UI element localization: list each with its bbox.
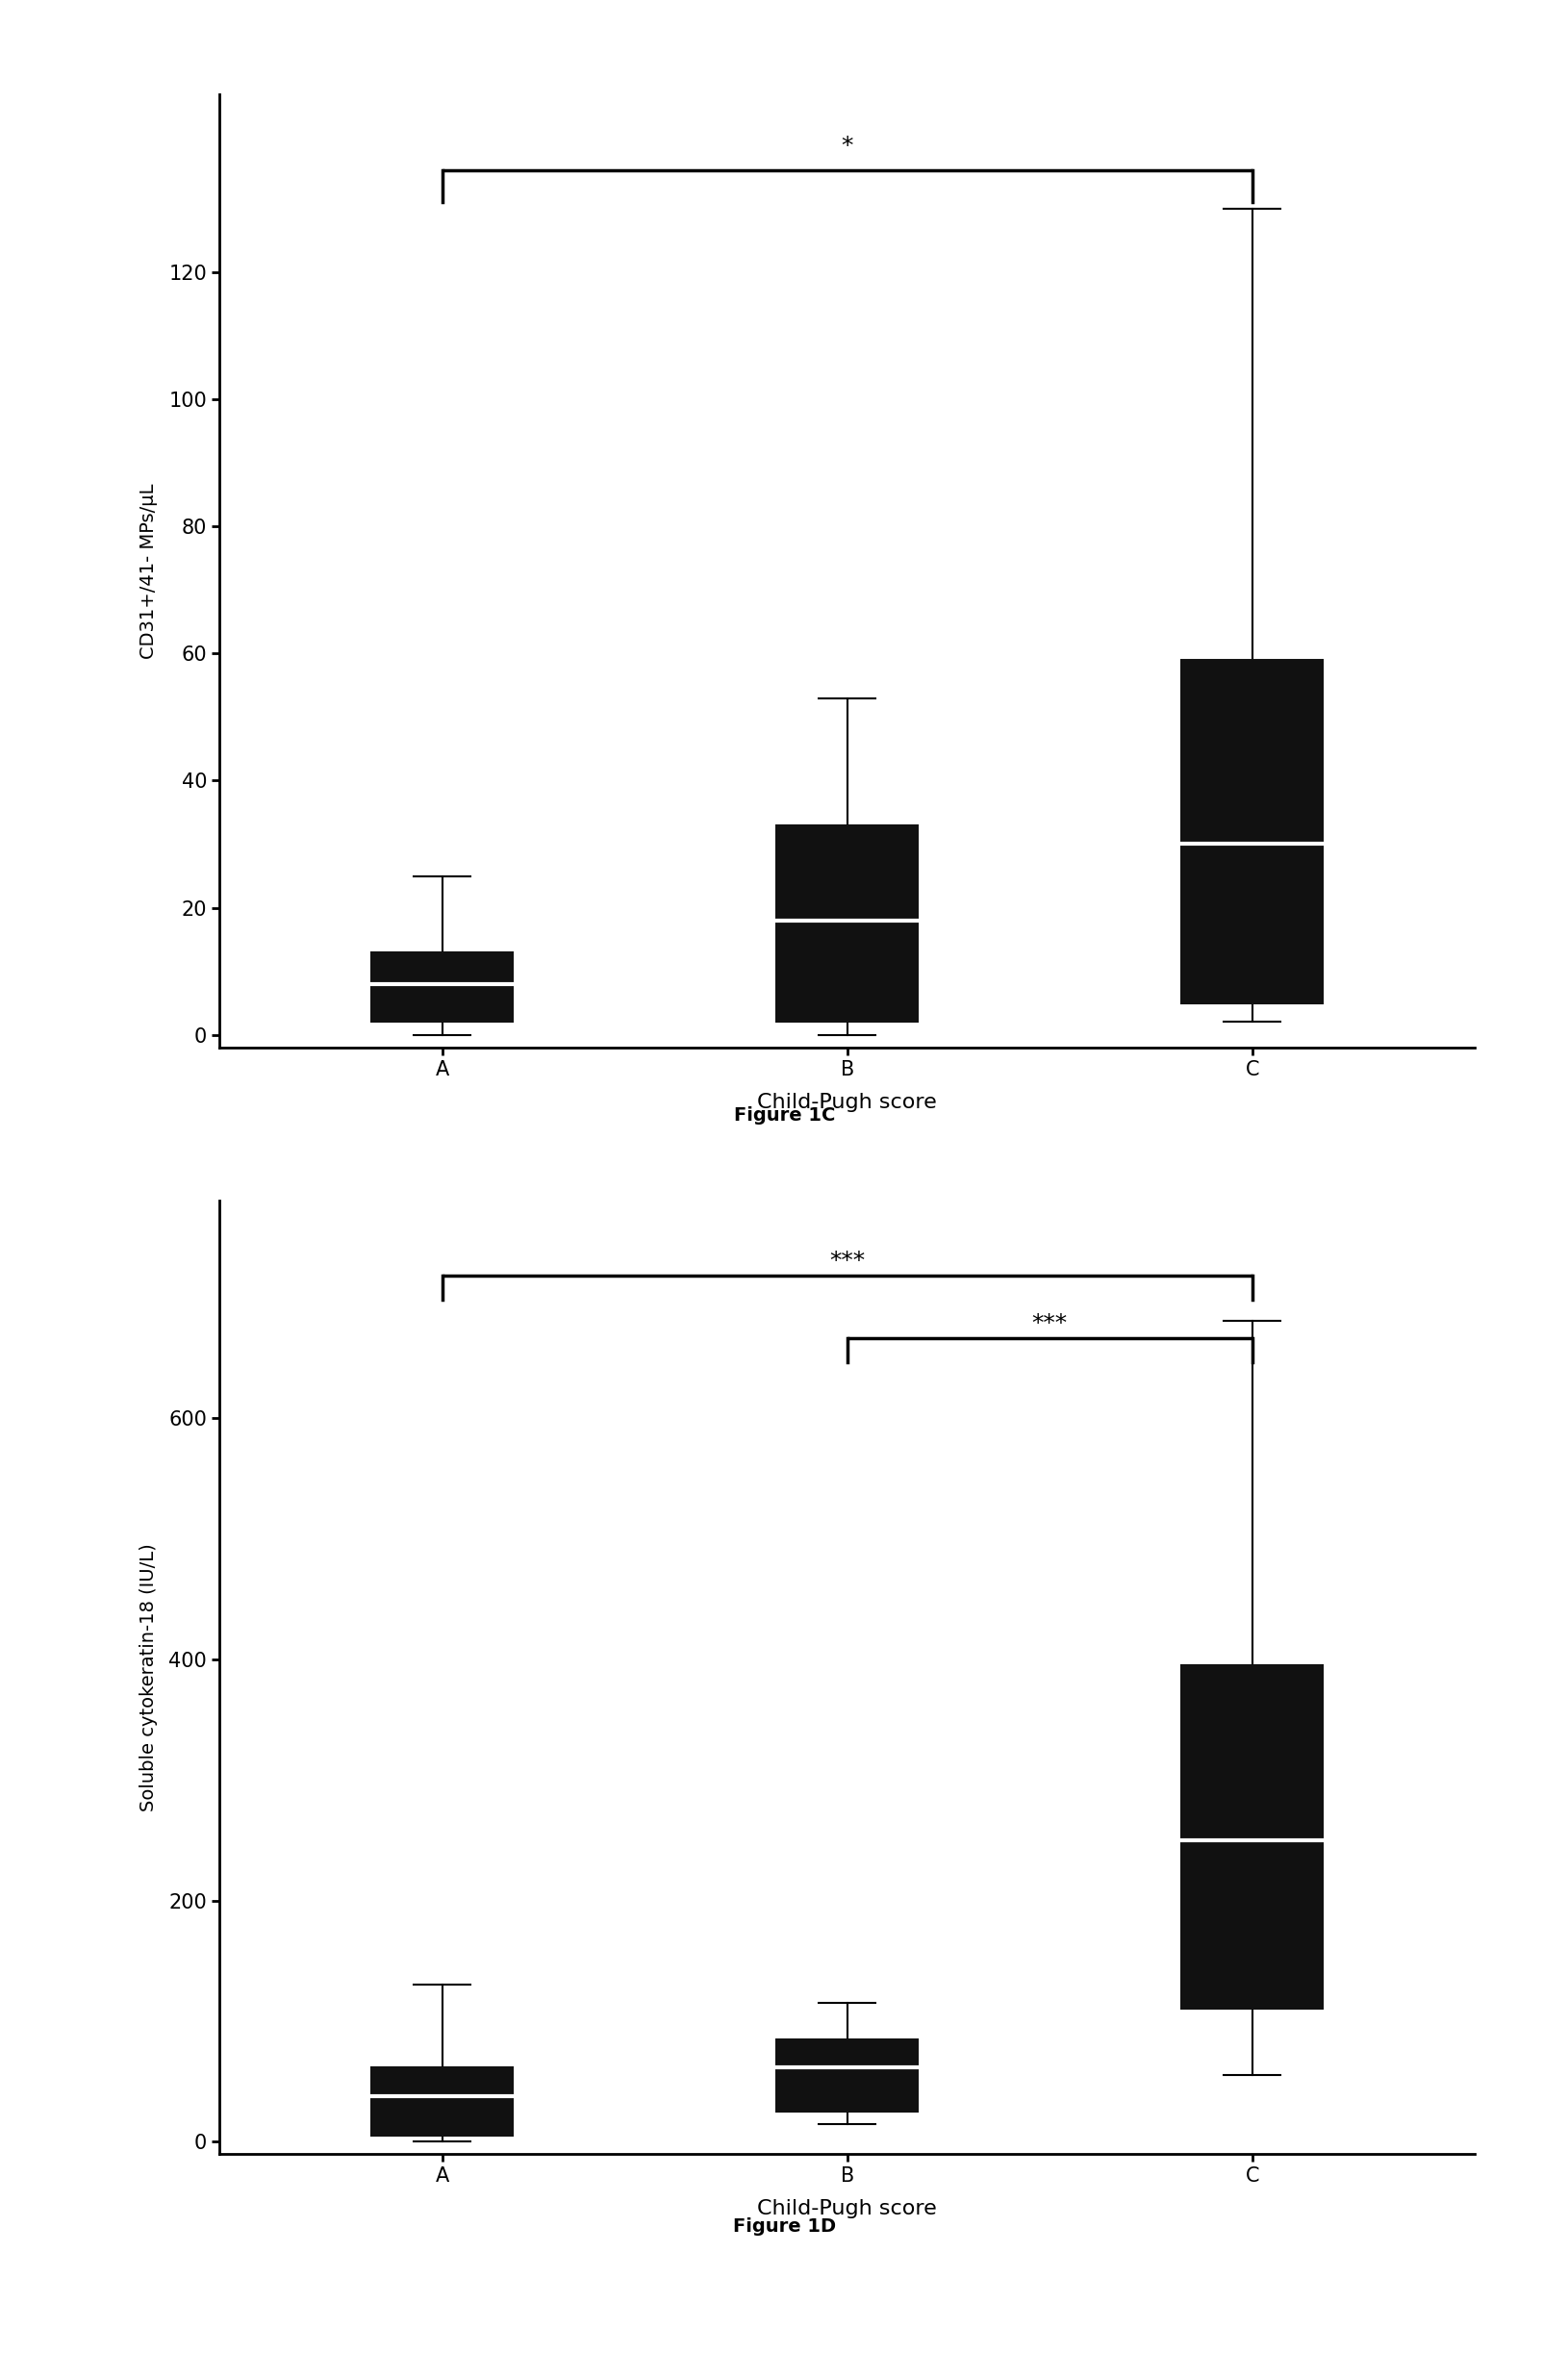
Text: Figure 1C: Figure 1C: [734, 1106, 834, 1125]
Text: *: *: [840, 134, 853, 158]
X-axis label: Child-Pugh score: Child-Pugh score: [757, 1092, 936, 1111]
Bar: [776, 824, 917, 1022]
Text: Figure 1D: Figure 1D: [732, 2217, 836, 2236]
Y-axis label: CD31+/41- MPs/μL: CD31+/41- MPs/μL: [140, 483, 158, 659]
X-axis label: Child-Pugh score: Child-Pugh score: [757, 2199, 936, 2217]
Bar: [372, 951, 513, 1022]
Bar: [372, 2067, 513, 2135]
Bar: [1181, 1664, 1322, 2008]
Bar: [1181, 659, 1322, 1003]
Bar: [776, 2039, 917, 2112]
Text: ***: ***: [829, 1250, 864, 1274]
Y-axis label: Soluble cytokeratin-18 (IU/L): Soluble cytokeratin-18 (IU/L): [140, 1544, 158, 1810]
Text: ***: ***: [1032, 1314, 1066, 1335]
